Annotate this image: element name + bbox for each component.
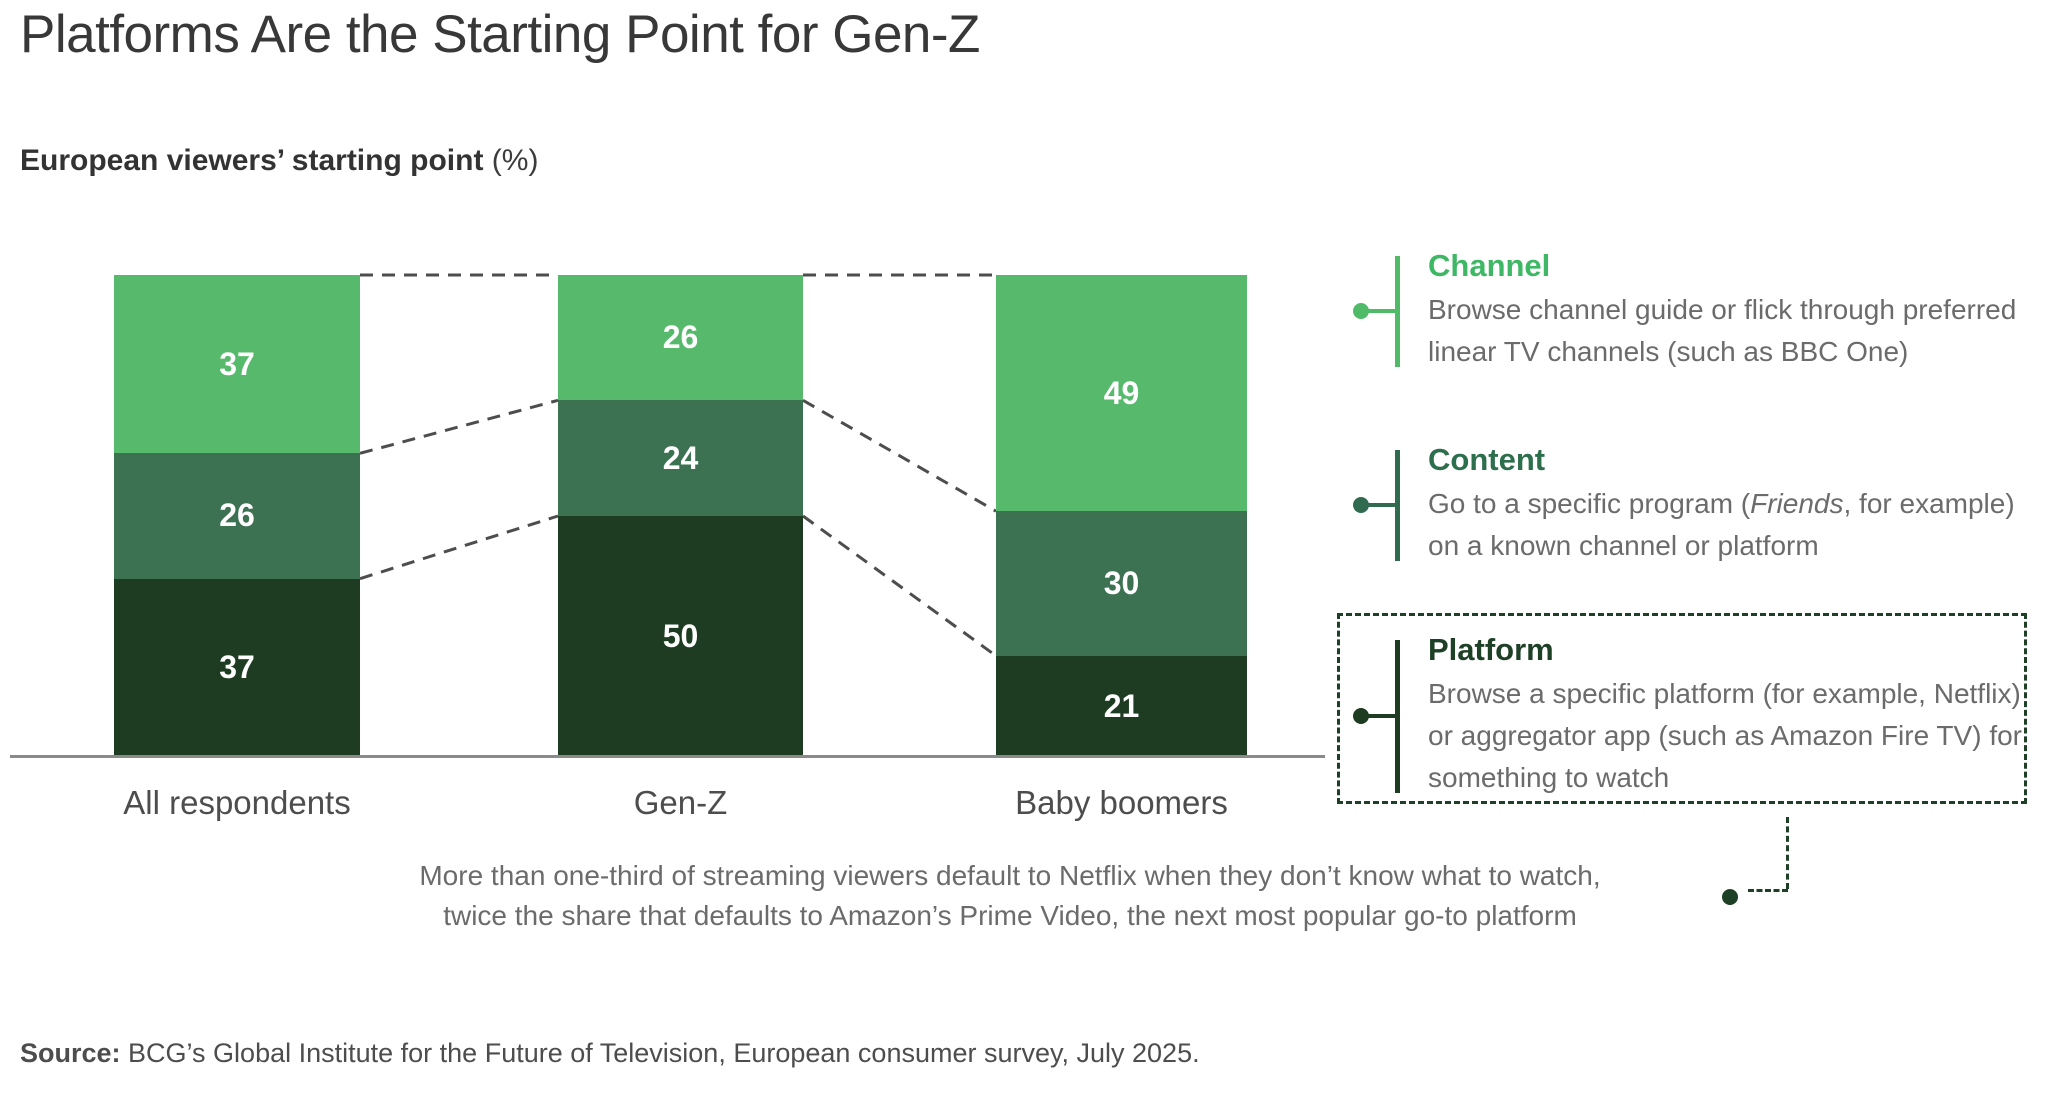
bar-baby-boomers: 49 30 21	[996, 275, 1247, 757]
legend-description: Browse channel guide or flick through pr…	[1428, 289, 2037, 373]
segment-channel: 37	[114, 275, 360, 454]
chart-annotation: More than one-third of streaming viewers…	[270, 856, 1750, 936]
legend-desc-text: Go to a specific program (	[1428, 488, 1751, 519]
category-label-all-respondents: All respondents	[123, 784, 351, 821]
segment-channel: 49	[996, 275, 1247, 512]
segment-value-label: 30	[1103, 564, 1140, 601]
legend-item-content: Content Go to a specific program (Friend…	[1337, 442, 2037, 567]
annotation-line-2: twice the share that defaults to Amazon’…	[443, 900, 1577, 931]
connector-dashed-line	[359, 398, 559, 455]
callout-dashed-horizontal-line	[1748, 889, 1788, 892]
legend-marker-platform-icon	[1337, 632, 1428, 799]
legend-title: Platform	[1428, 632, 1554, 667]
segment-value-label: 49	[1103, 374, 1140, 411]
connector-dashed-line	[802, 399, 997, 513]
segment-value-label: 37	[219, 345, 255, 382]
segment-content: 26	[114, 453, 360, 579]
segment-channel: 26	[558, 275, 803, 401]
source-note: Source: BCG’s Global Institute for the F…	[20, 1038, 1200, 1069]
annotation-line-1: More than one-third of streaming viewers…	[419, 860, 1601, 891]
legend-marker-channel-icon	[1337, 248, 1428, 373]
legend-connector-line	[1367, 308, 1395, 313]
legend-bracket-line	[1395, 256, 1400, 367]
segment-platform: 21	[996, 655, 1247, 757]
legend-desc-text: , for example) on a known channel or pla…	[1428, 488, 2015, 561]
segment-value-label: 37	[219, 649, 255, 686]
legend-bracket-line	[1395, 450, 1400, 561]
segment-platform: 50	[558, 516, 803, 757]
platform-highlight-dashed-box	[1337, 613, 2027, 804]
segment-content: 24	[558, 400, 803, 516]
legend-item-channel: Channel Browse channel guide or flick th…	[1337, 248, 2037, 373]
connector-dashed-line	[802, 514, 997, 657]
x-axis-line	[10, 755, 1325, 758]
callout-dot-icon	[1722, 889, 1738, 905]
subtitle-unit: (%)	[483, 144, 539, 177]
segment-value-label: 24	[662, 439, 699, 476]
segment-value-label: 50	[662, 618, 699, 654]
segment-content: 30	[996, 511, 1247, 656]
legend-description: Browse a specific platform (for example,…	[1428, 673, 2037, 799]
segment-value-label: 26	[662, 319, 699, 356]
legend-bracket-line	[1395, 640, 1400, 793]
segment-platform: 37	[114, 578, 360, 757]
legend-text-content: Content Go to a specific program (Friend…	[1428, 442, 2037, 567]
subtitle-text: European viewers’ starting point	[20, 144, 484, 177]
bar-gen-z: 26 24 50	[558, 275, 803, 757]
segment-value-label: 26	[219, 497, 255, 534]
legend-desc-text: Browse a specific platform (for example,…	[1428, 678, 2022, 793]
segment-value-label: 21	[1103, 687, 1140, 724]
legend-title: Channel	[1428, 248, 1551, 283]
legend-dot-icon	[1353, 707, 1369, 724]
connector-dashed-line	[359, 514, 559, 581]
legend-item-platform: Platform Browse a specific platform (for…	[1337, 632, 2037, 799]
legend-desc-text: Browse channel guide or flick through pr…	[1428, 294, 2017, 367]
legend-text-channel: Channel Browse channel guide or flick th…	[1428, 248, 2037, 373]
legend-description: Go to a specific program (Friends, for e…	[1428, 483, 2037, 567]
chart-subtitle: European viewers’ starting point (%)	[20, 144, 538, 178]
page-title: Platforms Are the Starting Point for Gen…	[20, 5, 980, 64]
legend-connector-line	[1367, 502, 1395, 507]
bar-all-respondents: 37 26 37	[114, 275, 360, 757]
category-label-baby-boomers: Baby boomers	[1015, 784, 1228, 821]
source-text: BCG’s Global Institute for the Future of…	[120, 1038, 1200, 1068]
legend-connector-line	[1367, 713, 1395, 718]
legend-dot-icon	[1353, 496, 1369, 513]
legend-desc-italic: Friends	[1750, 488, 1844, 519]
legend-marker-content-icon	[1337, 442, 1428, 567]
callout-dashed-vertical-line	[1786, 817, 1789, 889]
legend-dot-icon	[1353, 302, 1369, 319]
category-label-gen-z: Gen-Z	[633, 784, 728, 821]
legend-text-platform: Platform Browse a specific platform (for…	[1428, 632, 2037, 799]
source-label: Source:	[20, 1038, 121, 1068]
legend-title: Content	[1428, 442, 1546, 477]
